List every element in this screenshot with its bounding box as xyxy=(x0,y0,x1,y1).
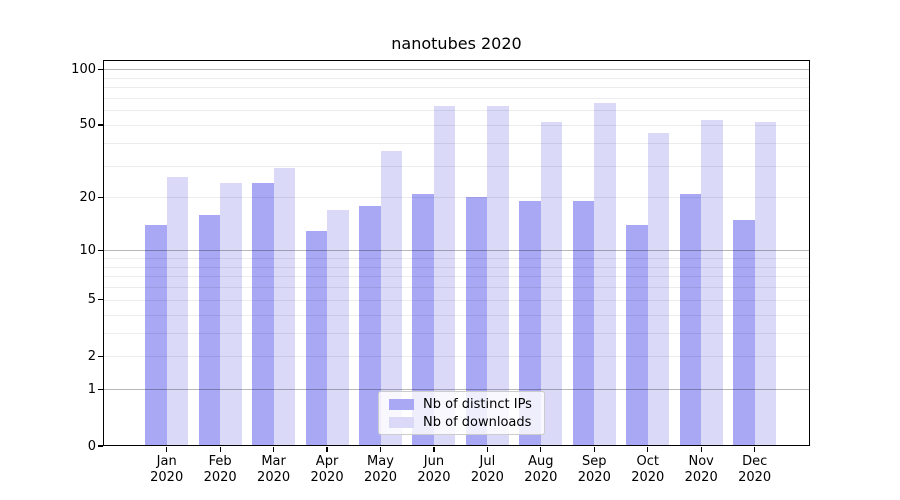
legend-swatch-downloads xyxy=(389,416,414,428)
y-axis-tick-label: 5 xyxy=(87,292,96,308)
bar-nb-of-downloads xyxy=(166,176,189,446)
y-axis-tick xyxy=(98,249,103,251)
x-axis-tick xyxy=(540,446,542,452)
gridline-minor xyxy=(104,356,809,358)
gridline-major xyxy=(104,389,809,391)
bar-nb-of-distinct-ips xyxy=(626,224,648,446)
x-axis-month-label: May 2020 xyxy=(363,454,398,485)
legend-item-distinct-ips: Nb of distinct IPs xyxy=(389,397,544,412)
bar-nb-of-distinct-ips xyxy=(359,205,381,446)
gridline-minor xyxy=(104,142,809,144)
y-axis-tick-label: 0 xyxy=(87,438,96,454)
gridline-minor xyxy=(104,77,809,79)
bar-nb-of-downloads xyxy=(433,106,456,446)
chart-title: nanotubes 2020 xyxy=(391,34,522,53)
x-axis-month-label: Jun 2020 xyxy=(417,454,451,485)
y-axis-tick-label: 100 xyxy=(71,61,96,77)
bar-nb-of-downloads xyxy=(380,151,402,446)
x-axis-month-label: Sep 2020 xyxy=(577,454,611,485)
x-axis-month-label: Jul 2020 xyxy=(470,454,504,485)
x-axis-month-label: Feb 2020 xyxy=(203,454,237,485)
legend-swatch-distinct-ips xyxy=(389,398,414,410)
x-axis-month-label: Dec 2020 xyxy=(738,454,772,485)
gridline-minor xyxy=(104,276,809,278)
x-axis-tick xyxy=(273,446,275,452)
x-axis-month-label: Jan 2020 xyxy=(150,454,184,485)
gridline-minor xyxy=(104,266,809,268)
legend-label-downloads: Nb of downloads xyxy=(423,414,532,430)
legend-item-downloads: Nb of downloads xyxy=(389,415,544,430)
x-axis-month-label: Mar 2020 xyxy=(257,454,291,485)
x-axis-tick xyxy=(166,446,168,452)
gridline-minor xyxy=(104,124,809,126)
bar-nb-of-distinct-ips xyxy=(252,183,274,446)
bar-nb-of-downloads xyxy=(487,106,509,446)
bar-nb-of-distinct-ips xyxy=(412,193,434,446)
x-axis-tick xyxy=(593,446,595,452)
bar-nb-of-downloads xyxy=(754,121,777,446)
gridline-minor xyxy=(104,197,809,199)
y-axis-tick xyxy=(98,124,103,126)
bar-nb-of-downloads xyxy=(220,183,242,446)
bar-nb-of-distinct-ips xyxy=(305,230,328,446)
gridline-major xyxy=(104,250,809,252)
gridline-minor xyxy=(104,257,809,259)
x-axis-month-label: Oct 2020 xyxy=(631,454,665,485)
bar-nb-of-distinct-ips xyxy=(733,219,755,446)
bar-nb-of-downloads xyxy=(327,209,349,446)
gridline-minor xyxy=(104,87,809,89)
y-axis-tick-label: 10 xyxy=(79,242,96,258)
bar-nb-of-downloads xyxy=(701,120,723,446)
y-axis-tick-label: 2 xyxy=(87,348,96,364)
bar-nb-of-downloads xyxy=(594,102,616,446)
x-axis-tick xyxy=(754,446,756,452)
y-axis-tick-label: 1 xyxy=(87,381,96,397)
gridline-minor xyxy=(104,299,809,301)
y-axis-tick xyxy=(98,196,103,198)
x-axis-tick xyxy=(433,446,435,452)
x-axis-month-label: Aug 2020 xyxy=(524,454,558,485)
x-axis-tick xyxy=(700,446,702,452)
y-axis-tick-label: 50 xyxy=(79,117,96,133)
bar-nb-of-distinct-ips xyxy=(198,214,221,446)
y-axis-tick xyxy=(98,388,103,390)
x-axis-tick xyxy=(326,446,328,452)
gridline-minor xyxy=(104,165,809,167)
y-axis-tick xyxy=(98,445,103,447)
x-axis-tick xyxy=(219,446,221,452)
y-axis-tick xyxy=(98,355,103,357)
x-axis-tick xyxy=(379,446,382,452)
bar-nb-of-distinct-ips xyxy=(145,224,167,446)
bar-nb-of-distinct-ips xyxy=(572,201,595,446)
bar-nb-of-downloads xyxy=(273,168,296,446)
gridline-minor xyxy=(104,314,809,316)
x-axis-tick xyxy=(647,446,649,452)
y-axis-tick xyxy=(98,68,103,70)
x-axis-tick xyxy=(486,446,488,452)
y-axis-tick xyxy=(98,299,103,301)
x-axis-month-label: Nov 2020 xyxy=(684,454,718,485)
bar-nb-of-downloads xyxy=(540,121,563,446)
bar-nb-of-distinct-ips xyxy=(465,197,488,446)
bar-nb-of-distinct-ips xyxy=(679,193,702,446)
gridline-minor xyxy=(104,97,809,99)
gridline-minor xyxy=(104,332,809,334)
gridline-minor xyxy=(104,287,809,289)
x-axis-month-label: Apr 2020 xyxy=(310,454,344,485)
bar-nb-of-distinct-ips xyxy=(519,201,541,446)
legend-label-distinct-ips: Nb of distinct IPs xyxy=(423,396,532,412)
bar-nb-of-downloads xyxy=(647,133,670,446)
gridline-minor xyxy=(104,110,809,112)
y-axis-tick-label: 20 xyxy=(79,189,96,205)
legend: Nb of distinct IPs Nb of downloads xyxy=(378,391,545,435)
gridline-major xyxy=(104,69,809,71)
